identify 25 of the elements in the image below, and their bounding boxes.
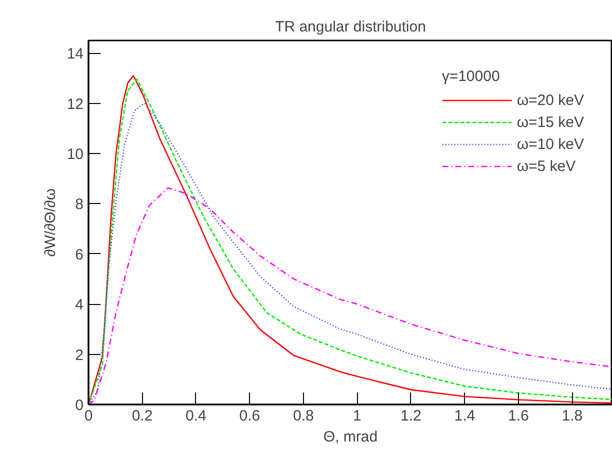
y-tick-label: 14 <box>66 46 84 63</box>
legend-label: ω=15 keV <box>516 114 584 130</box>
x-tick-label: 1.6 <box>508 408 529 424</box>
y-tick-label: 10 <box>66 146 84 163</box>
x-axis-title: Θ, mrad <box>323 428 378 446</box>
y-tick-label: 0 <box>75 397 84 414</box>
legend-label: ω=5 keV <box>516 158 576 174</box>
legend-label: ω=10 keV <box>516 136 584 152</box>
chart-title: TR angular distribution <box>275 18 426 36</box>
x-tick-label: 1.4 <box>454 408 476 424</box>
x-tick-label: 1.8 <box>562 408 583 424</box>
legend-title: γ=10000 <box>442 68 501 85</box>
y-tick-label: 12 <box>66 96 84 113</box>
y-tick-label: 6 <box>75 246 84 264</box>
legend-label: ω=20 keV <box>516 92 584 108</box>
x-tick-label: 0.2 <box>132 408 153 424</box>
x-tick-label: 0.8 <box>293 408 314 424</box>
y-tick-label: 2 <box>75 346 84 364</box>
x-tick-label: 1 <box>353 408 362 424</box>
y-axis-title: ∂W/∂Θ/∂ω <box>42 188 59 257</box>
x-tick-label: 0.4 <box>186 408 206 424</box>
x-tick-label: 0.6 <box>239 408 260 424</box>
y-tick-label: 8 <box>75 196 84 214</box>
y-tick-label: 4 <box>75 296 84 314</box>
x-tick-label: 1.2 <box>400 408 422 424</box>
